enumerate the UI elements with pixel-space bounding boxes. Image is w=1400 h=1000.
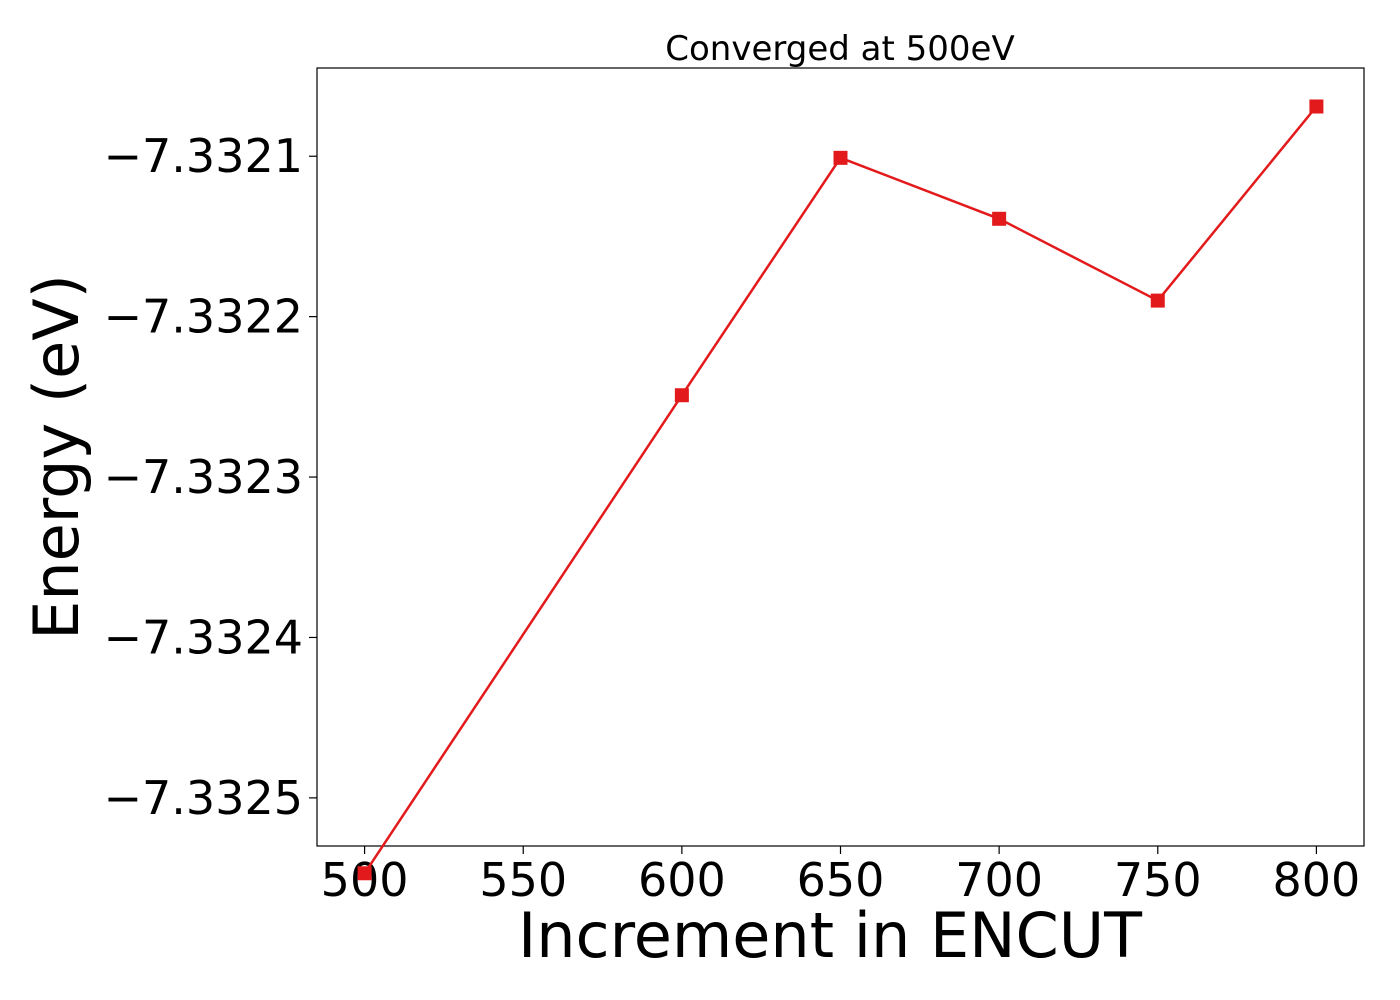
x-tick-label: 800 (1273, 853, 1361, 907)
x-tick-label: 700 (955, 853, 1043, 907)
y-tick-label: −7.3322 (104, 290, 304, 344)
y-tick-label: −7.3321 (104, 129, 304, 183)
series-line (363, 105, 1318, 874)
data-point (992, 211, 1007, 226)
plot-frame (316, 67, 1365, 847)
data-point (674, 388, 689, 403)
y-tick-label: −7.3325 (104, 771, 304, 825)
chart-title: Converged at 500eV (665, 29, 1014, 69)
x-tick-label: 750 (1114, 853, 1202, 907)
plot-area: 500550600650700750800−7.3321−7.3322−7.33… (104, 67, 1365, 907)
x-tick-label: 650 (797, 853, 885, 907)
y-axis-label: Energy (eV) (20, 274, 93, 640)
x-tick-label: 550 (479, 853, 567, 907)
data-point (1309, 99, 1324, 114)
x-axis-label: Increment in ENCUT (518, 899, 1143, 972)
data-point (357, 866, 372, 881)
y-tick-label: −7.3323 (104, 450, 304, 504)
data-point (833, 150, 848, 165)
x-tick-label: 600 (638, 853, 726, 907)
y-tick-label: −7.3324 (104, 610, 304, 664)
data-point (1150, 293, 1165, 308)
